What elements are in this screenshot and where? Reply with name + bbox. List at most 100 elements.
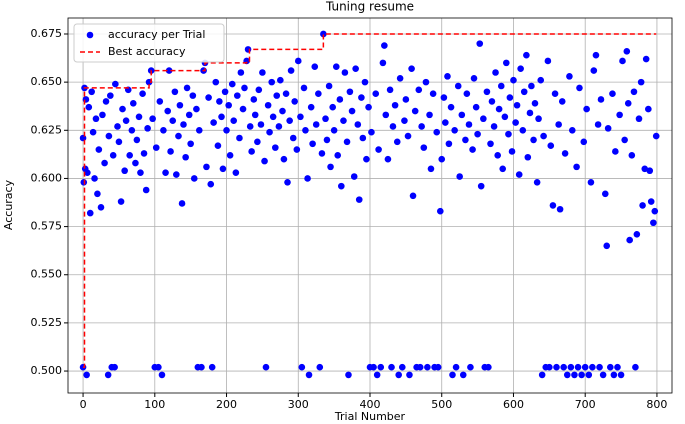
- x-axis-label: Trial Number: [334, 410, 406, 423]
- point: [580, 138, 588, 146]
- point: [581, 363, 589, 371]
- point: [291, 98, 298, 105]
- point: [359, 134, 367, 142]
- point: [592, 51, 600, 59]
- point: [167, 148, 174, 155]
- point: [517, 65, 524, 72]
- point: [617, 371, 625, 379]
- point: [508, 148, 516, 155]
- point: [345, 371, 352, 379]
- point: [210, 119, 217, 126]
- point: [533, 178, 541, 186]
- point: [447, 103, 455, 111]
- point: [268, 78, 276, 86]
- point: [341, 69, 349, 76]
- point: [214, 142, 222, 149]
- point: [377, 363, 385, 371]
- point: [499, 165, 507, 173]
- point: [88, 88, 95, 96]
- y-axis-label: Accuracy: [2, 179, 15, 230]
- point: [624, 100, 632, 107]
- point: [576, 84, 583, 92]
- point: [149, 115, 156, 123]
- point: [458, 111, 466, 119]
- point: [233, 92, 241, 99]
- point: [275, 123, 283, 130]
- point: [382, 111, 390, 119]
- point: [251, 111, 259, 119]
- chart-title: Tuning resume: [325, 0, 414, 14]
- point: [316, 363, 324, 371]
- point: [280, 155, 288, 163]
- point: [583, 105, 590, 113]
- point: [462, 136, 469, 144]
- point: [590, 67, 598, 74]
- point: [298, 363, 306, 371]
- point: [555, 121, 562, 128]
- point: [549, 202, 557, 209]
- point: [607, 363, 614, 371]
- point: [142, 186, 150, 194]
- x-tick-label: 300: [288, 398, 309, 411]
- point: [621, 136, 628, 144]
- point: [646, 167, 654, 175]
- point: [346, 88, 354, 96]
- point: [193, 105, 200, 113]
- point: [225, 101, 232, 109]
- point: [553, 363, 560, 371]
- point: [501, 113, 509, 121]
- point: [603, 242, 611, 250]
- point: [195, 126, 203, 134]
- point: [207, 180, 215, 188]
- point: [212, 78, 220, 86]
- point: [370, 363, 377, 371]
- point: [334, 152, 342, 159]
- point: [117, 198, 125, 205]
- point: [297, 113, 304, 121]
- point: [363, 155, 370, 163]
- point: [279, 107, 286, 115]
- point: [305, 371, 313, 379]
- point: [164, 107, 172, 115]
- point: [635, 115, 643, 123]
- point: [379, 59, 387, 67]
- point: [589, 363, 596, 371]
- point: [203, 163, 210, 171]
- point: [340, 117, 347, 124]
- point: [266, 128, 273, 136]
- point: [264, 101, 272, 109]
- point: [102, 98, 110, 105]
- point: [619, 57, 626, 65]
- point: [165, 67, 173, 74]
- point: [189, 92, 197, 99]
- point: [228, 80, 236, 88]
- point: [348, 107, 356, 115]
- point: [368, 128, 375, 136]
- point: [97, 204, 105, 211]
- point: [219, 165, 227, 173]
- point: [560, 363, 567, 371]
- legend-marker: [86, 31, 94, 39]
- point: [250, 96, 258, 103]
- point: [429, 90, 437, 97]
- point: [92, 115, 100, 123]
- point: [355, 196, 363, 203]
- point: [571, 371, 578, 379]
- point: [651, 207, 659, 215]
- point: [540, 132, 547, 140]
- point: [309, 140, 316, 148]
- point: [169, 117, 177, 124]
- point: [273, 92, 281, 99]
- point: [389, 123, 397, 130]
- point: [528, 82, 535, 90]
- point: [596, 363, 603, 371]
- point: [121, 167, 128, 175]
- point: [175, 132, 182, 140]
- point: [152, 144, 160, 151]
- x-tick-label: 700: [575, 398, 596, 411]
- point: [502, 59, 510, 67]
- point: [497, 82, 505, 90]
- point: [82, 96, 90, 103]
- point: [261, 157, 268, 165]
- point: [255, 86, 263, 94]
